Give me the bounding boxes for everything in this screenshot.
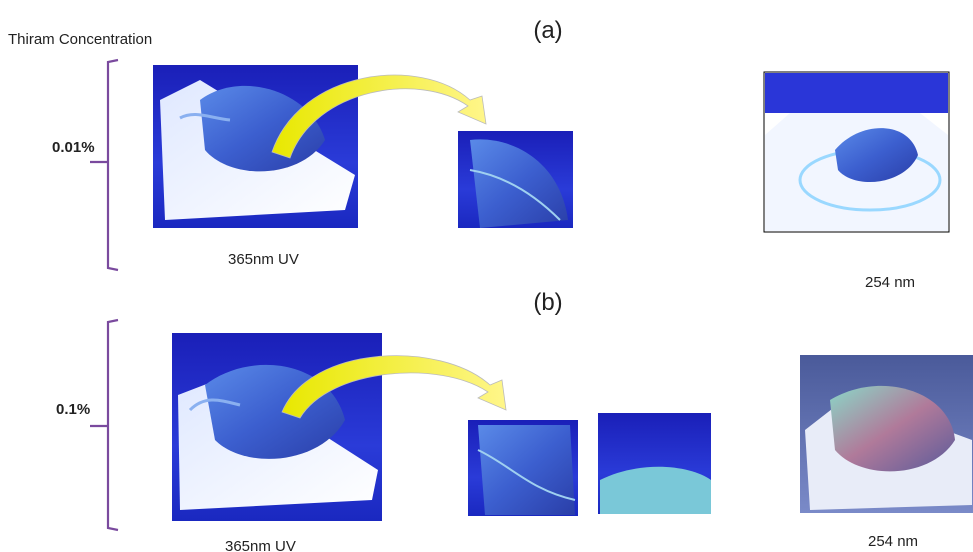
photo [764,72,949,232]
panel-label: (a) [533,17,562,44]
figure: Thiram Concentration (a) 0.01% 365nm UV … [0,0,973,552]
caption: 365nm UV [228,251,299,268]
photo [153,65,358,228]
photo [800,355,973,513]
concentration: 0.01% [52,139,95,156]
panel-label: (b) [533,289,562,316]
caption: 254 nm [865,274,915,291]
photo [468,420,578,516]
bracket [90,60,118,270]
caption: 254 nm [868,533,918,550]
photo [458,131,573,228]
concentration: 0.1% [56,401,90,418]
photo [598,413,711,514]
caption: 365nm UV [225,538,296,552]
bracket [90,320,118,530]
header-title: Thiram Concentration [8,31,152,48]
